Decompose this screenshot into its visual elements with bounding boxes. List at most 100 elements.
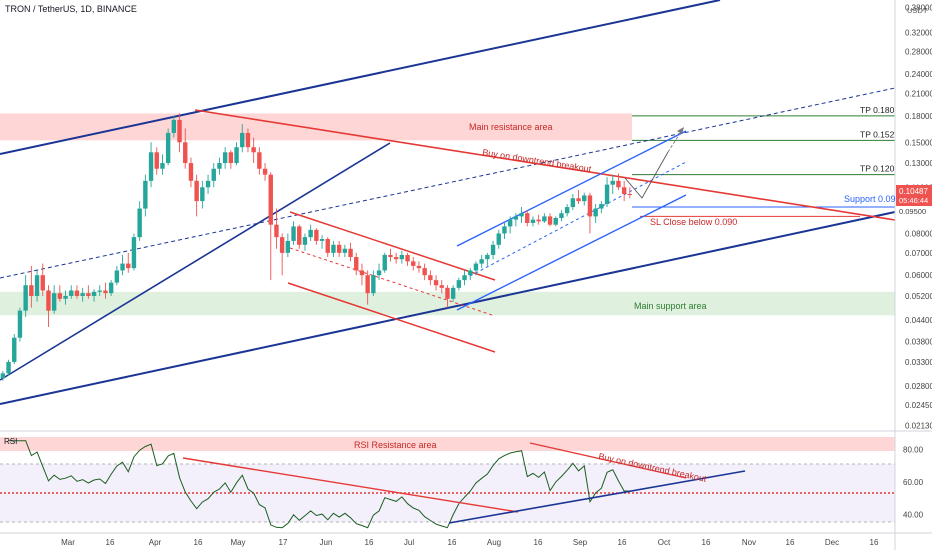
candle-2021-05-13 xyxy=(251,137,256,164)
candle-2021-08-09 xyxy=(502,222,507,240)
price-tick-5: 0.21000 xyxy=(905,89,932,98)
upper-channel-line xyxy=(0,0,721,155)
candle-2021-09-14 xyxy=(604,177,610,208)
main-resistance-zone xyxy=(0,113,632,141)
candle-2021-05-25 xyxy=(285,233,291,258)
time-tick-19: Dec xyxy=(825,538,839,547)
price-tick-10: 0.08000 xyxy=(905,229,932,238)
rsi-guides xyxy=(0,463,895,523)
candle-2021-02-18 xyxy=(12,334,17,365)
candle-2021-05-19 xyxy=(268,172,273,281)
trendlines xyxy=(0,0,896,405)
candle-2021-04-03 xyxy=(137,201,142,241)
price-tick-19: 0.02130 xyxy=(905,421,932,430)
candle-2021-05-11 xyxy=(245,128,251,153)
candle-2021-06-04 xyxy=(314,228,319,245)
candle-2021-05-31 xyxy=(302,233,308,251)
current-price-value: 0.10487 xyxy=(899,187,928,196)
candle-2021-05-07 xyxy=(234,142,239,166)
candle-2021-06-18 xyxy=(354,252,359,276)
price-tick-3: 0.28000 xyxy=(905,48,932,57)
candle-2021-02-24 xyxy=(29,265,34,308)
candle-2021-06-26 xyxy=(376,263,382,281)
candle-2021-03-16 xyxy=(86,285,91,299)
candle-2021-09-22 xyxy=(627,187,633,199)
candle-2021-08-13 xyxy=(513,213,519,227)
main-downtrend-line xyxy=(194,109,896,221)
time-tick-20: 16 xyxy=(870,538,879,547)
long-term-support-line xyxy=(0,211,896,405)
candle-2021-02-26 xyxy=(34,270,40,302)
price-tick-1: 0.38000 xyxy=(905,3,932,12)
rsi-resistance-zone xyxy=(0,437,895,451)
candle-2021-03-26 xyxy=(114,265,120,286)
candle-2021-03-22 xyxy=(103,282,108,299)
target-label-3: TP 0.120 xyxy=(860,164,895,174)
candle-2021-09-08 xyxy=(587,192,593,234)
candle-2021-09-02 xyxy=(570,194,576,211)
candle-2021-07-04 xyxy=(399,250,405,264)
current-price-badge xyxy=(896,185,932,206)
time-tick-5: May xyxy=(230,538,245,547)
candle-2021-08-23 xyxy=(542,213,547,223)
candle-2021-08-07 xyxy=(496,229,501,249)
candle-2021-04-21 xyxy=(188,157,194,188)
candle-2021-03-08 xyxy=(63,290,68,305)
falling-channel-top xyxy=(289,211,496,281)
candle-2021-05-17 xyxy=(262,163,268,181)
candle-2021-07-14 xyxy=(428,270,433,286)
target-label-1: TP 0.180 xyxy=(860,105,895,115)
price-tick-18: 0.02450 xyxy=(905,401,932,410)
time-tick-4: 16 xyxy=(194,538,203,547)
candle-2021-05-03 xyxy=(222,147,228,169)
candle-2021-06-02 xyxy=(308,224,313,241)
price-tick-2: 0.32000 xyxy=(905,28,932,37)
time-tick-8: 16 xyxy=(365,538,374,547)
candle-2021-07-02 xyxy=(393,252,399,264)
mid-dashed-line xyxy=(0,87,896,279)
candle-2021-04-07 xyxy=(148,142,154,188)
candle-2021-03-10 xyxy=(69,285,74,299)
candle-2021-05-21 xyxy=(274,208,279,249)
candle-2021-06-08 xyxy=(325,237,330,258)
candle-2021-08-05 xyxy=(490,240,496,260)
price-tick-7: 0.15000 xyxy=(905,138,932,147)
candle-2021-07-10 xyxy=(416,261,422,273)
candle-2021-07-28 xyxy=(468,268,473,281)
time-tick-7: Jun xyxy=(320,538,333,547)
candle-2021-08-11 xyxy=(507,216,513,234)
price-tick-16: 0.03300 xyxy=(905,358,932,367)
rsi-zone-label: RSI Resistance area xyxy=(354,440,437,450)
rsi-tick-3: 40.00 xyxy=(903,511,924,520)
candle-2021-04-05 xyxy=(143,174,148,217)
candle-2021-06-16 xyxy=(348,242,353,262)
candle-2021-09-18 xyxy=(616,173,621,190)
candle-2021-09-06 xyxy=(582,192,587,206)
candle-2021-03-14 xyxy=(80,287,85,302)
rsi-tick-1: 80.00 xyxy=(903,445,924,454)
candle-2021-08-21 xyxy=(536,214,541,225)
rising-channel-mid xyxy=(469,161,687,277)
candle-2021-04-15 xyxy=(171,115,177,138)
time-tick-17: Nov xyxy=(742,538,756,547)
candle-2021-02-28 xyxy=(40,263,45,296)
price-tick-13: 0.05200 xyxy=(905,292,932,301)
candle-2021-06-12 xyxy=(336,240,342,258)
support-zone-label: Main support area xyxy=(634,301,707,311)
price-axis: 0.38000 0.32000 0.28000 0.24000 0.21000 0.180… xyxy=(905,3,932,430)
time-tick-9: Jul xyxy=(404,538,414,547)
time-tick-3: Apr xyxy=(149,538,162,547)
candle-2021-04-01 xyxy=(131,233,137,271)
candles-layer xyxy=(0,113,633,381)
time-tick-14: 16 xyxy=(618,538,627,547)
rsi-recent-downtrend-line xyxy=(529,442,687,479)
candle-2021-07-22 xyxy=(450,285,456,302)
candle-2021-06-28 xyxy=(382,252,387,273)
candle-2021-04-25 xyxy=(200,180,205,209)
candle-2021-04-29 xyxy=(211,163,216,188)
candle-2021-04-09 xyxy=(154,147,159,175)
candle-2021-07-06 xyxy=(405,252,410,266)
candle-2021-07-30 xyxy=(473,261,479,276)
candle-2021-04-13 xyxy=(165,128,171,166)
candle-2021-03-06 xyxy=(57,285,63,302)
